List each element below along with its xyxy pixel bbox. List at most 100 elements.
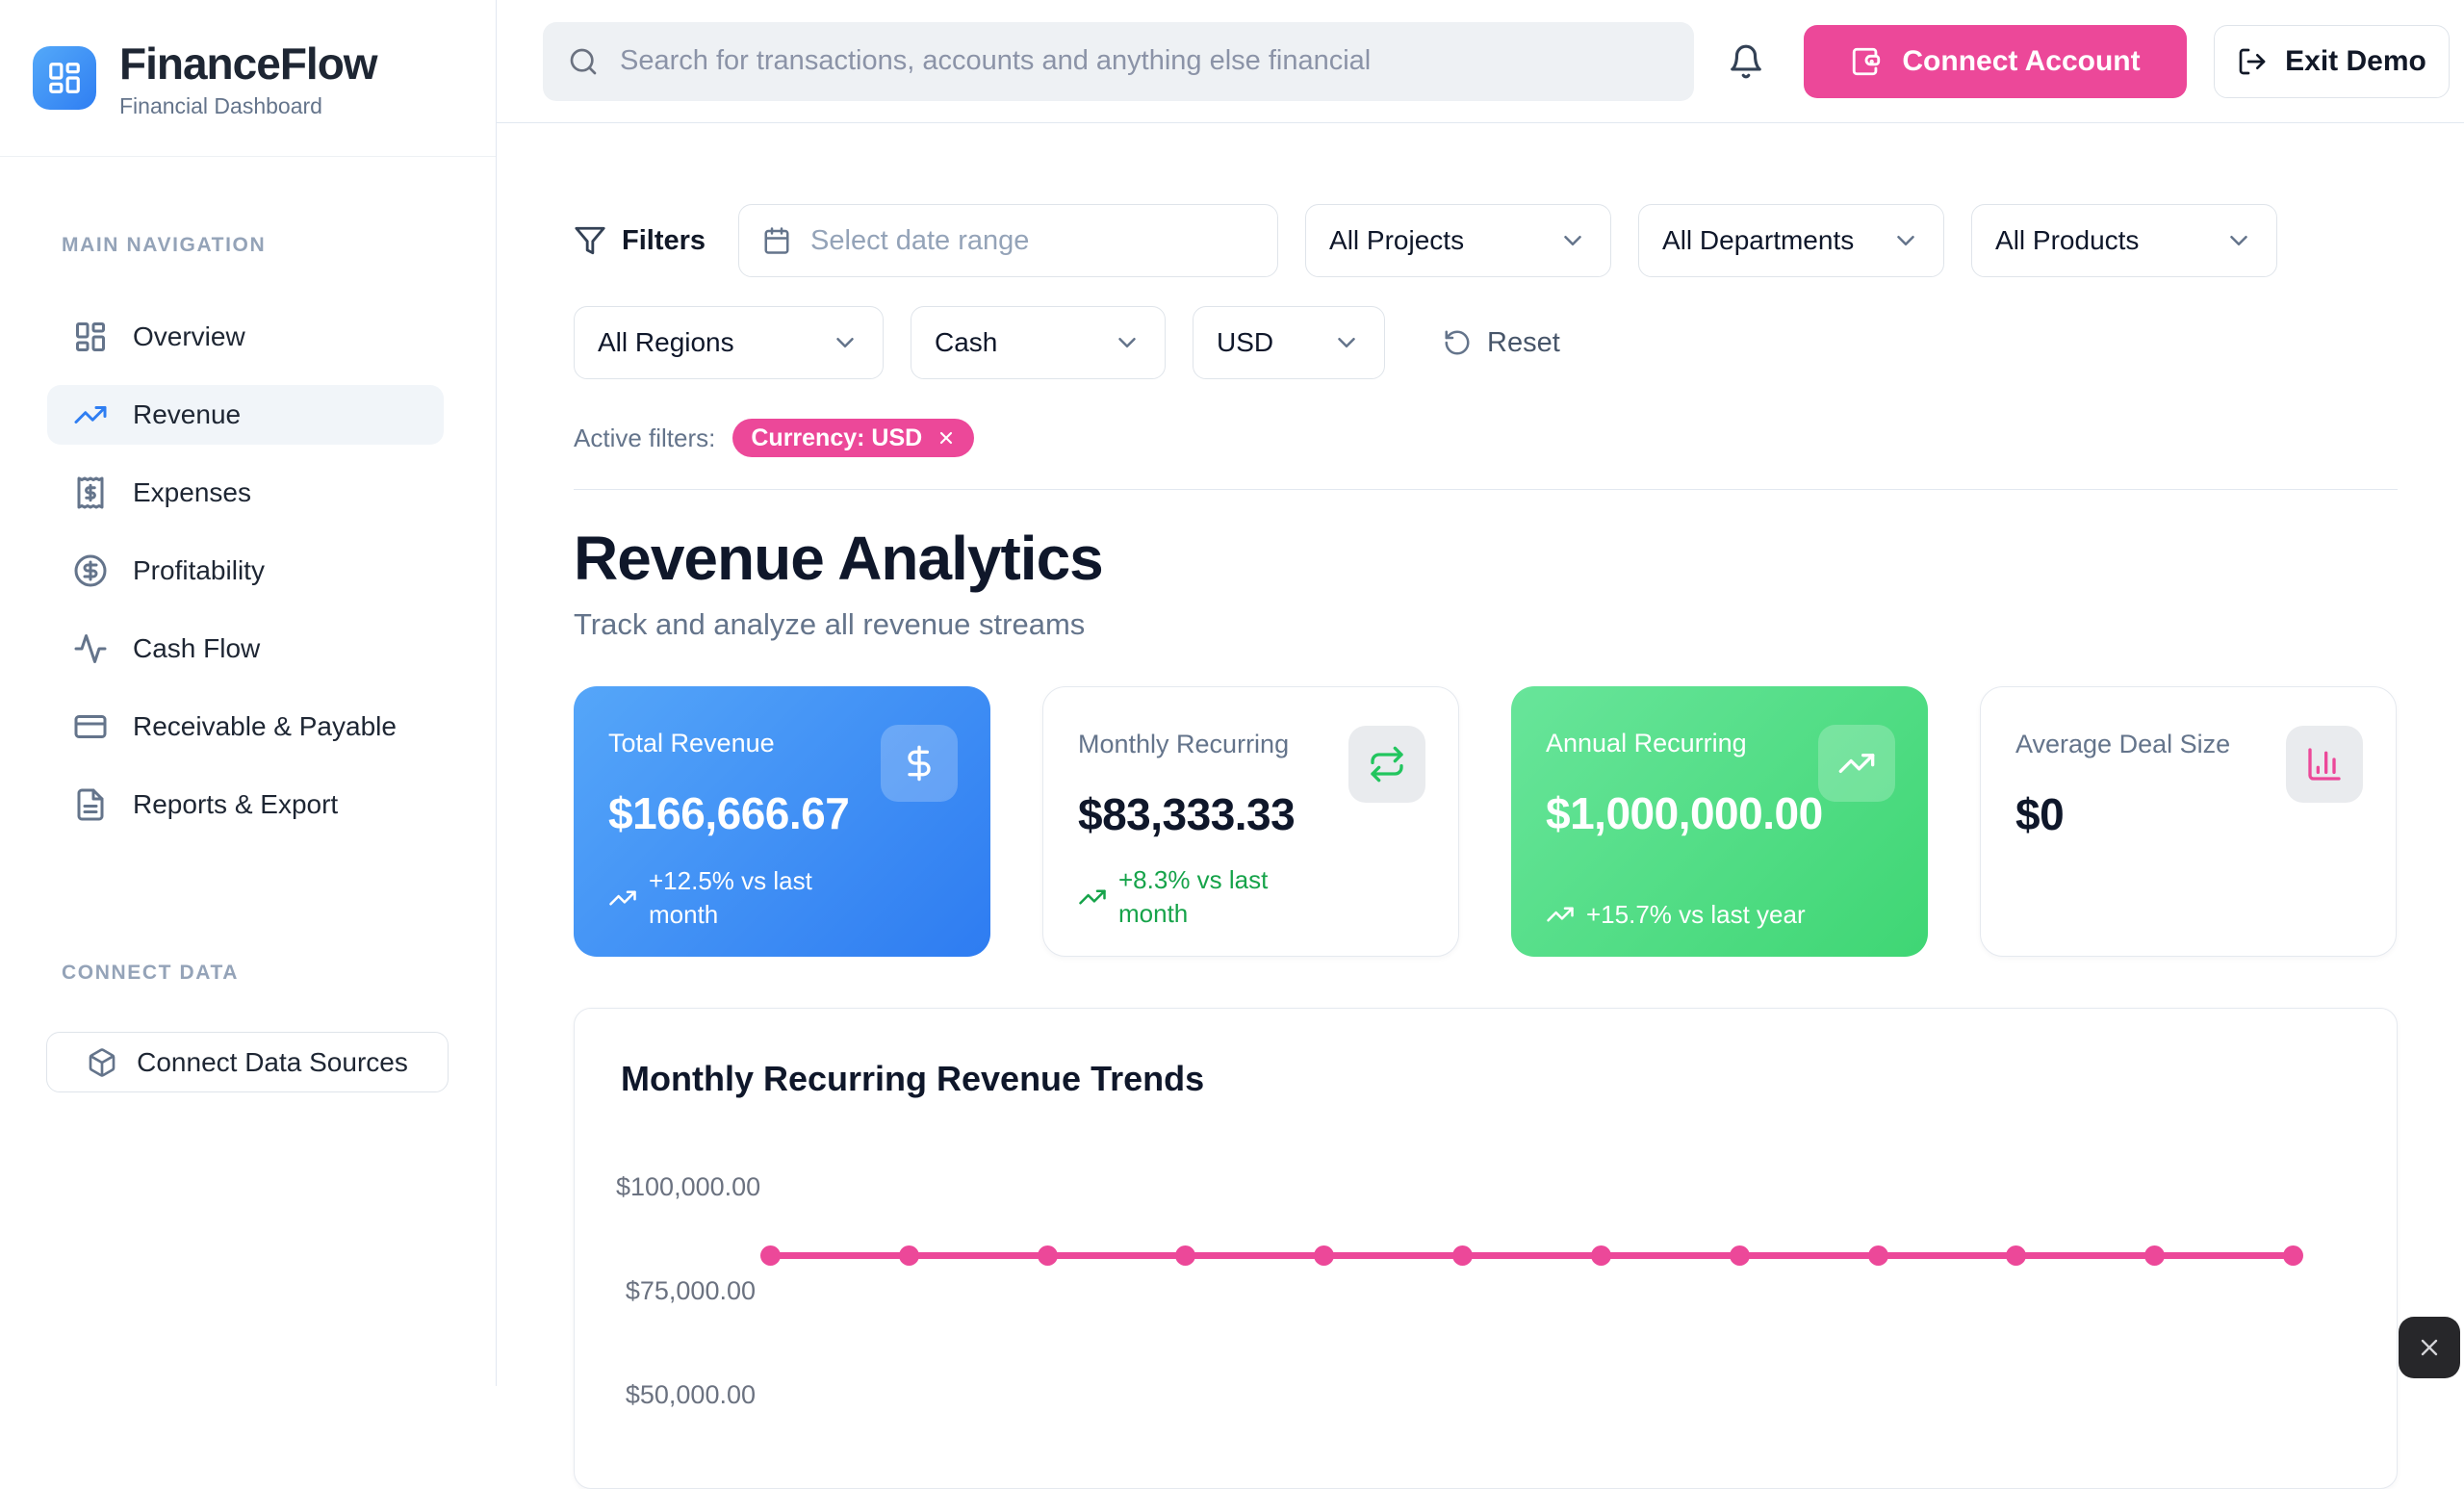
page-subtitle: Track and analyze all revenue streams xyxy=(574,607,1086,641)
remove-filter-icon[interactable] xyxy=(937,428,956,448)
sidebar-item-profitability[interactable]: Profitability xyxy=(47,541,444,601)
mrr-trends-chart-card: Monthly Recurring Revenue Trends $100,00… xyxy=(574,1008,2398,1489)
exit-demo-button[interactable]: Exit Demo xyxy=(2214,24,2450,98)
page-title: Revenue Analytics xyxy=(574,524,1104,593)
connect-data-section-label: CONNECT DATA xyxy=(62,962,240,984)
card-annual-recurring: Annual Recurring $1,000,000.00 +15.7% vs… xyxy=(1511,686,1928,957)
connect-account-label: Connect Account xyxy=(1902,44,2141,77)
departments-select[interactable]: All Departments xyxy=(1638,204,1945,277)
card-title: Average Deal Size xyxy=(2015,730,2231,758)
trending-up-icon xyxy=(74,406,107,424)
card-title: Monthly Recurring xyxy=(1078,730,1290,758)
card-icon-chip xyxy=(2286,726,2363,803)
payment-method-select[interactable]: Cash xyxy=(911,306,1166,379)
card-trend-text: +15.7% vs last year xyxy=(1586,899,1806,929)
card-title: Total Revenue xyxy=(608,729,775,757)
trending-up-icon xyxy=(1838,754,1875,773)
active-filters-row: Active filters: Currency: USD xyxy=(574,419,2464,457)
chevron-down-icon xyxy=(2230,236,2247,245)
date-range-input[interactable]: Select date range xyxy=(738,204,1279,277)
receipt-icon xyxy=(77,476,104,509)
sidebar-item-label: Profitability xyxy=(133,555,265,585)
chevron-down-icon xyxy=(836,338,854,347)
regions-select-value: All Regions xyxy=(598,327,734,357)
sidebar-item-label: Cash Flow xyxy=(133,633,261,663)
sidebar-item-expenses[interactable]: Expenses xyxy=(47,463,444,523)
chart-line-series xyxy=(771,1252,2293,1259)
chart-point xyxy=(2282,1245,2303,1266)
sidebar-item-label: Revenue xyxy=(133,399,242,429)
chart-point xyxy=(1314,1245,1335,1266)
active-filter-chip-currency[interactable]: Currency: USD xyxy=(732,419,975,457)
active-filters-label: Active filters: xyxy=(574,423,716,452)
kpi-cards: Total Revenue $166,666.67 +12.5% vs last… xyxy=(574,686,2398,957)
sidebar-item-revenue[interactable]: Revenue xyxy=(47,385,444,445)
connect-data-sources-button[interactable]: Connect Data Sources xyxy=(46,1032,449,1092)
departments-select-value: All Departments xyxy=(1662,225,1855,255)
connect-account-button[interactable]: Connect Account xyxy=(1804,24,2187,98)
chip-label: Currency: USD xyxy=(751,424,923,451)
chevron-down-icon xyxy=(1564,236,1581,245)
dollar-sign-icon xyxy=(908,745,931,782)
reset-filters-button[interactable]: Reset xyxy=(1443,327,1560,359)
sidebar-item-cash-flow[interactable]: Cash Flow xyxy=(47,619,444,679)
brand: FinanceFlow Financial Dashboard xyxy=(0,0,496,157)
trending-up-icon xyxy=(609,890,636,906)
trending-up-icon xyxy=(1547,907,1574,922)
search-bar xyxy=(543,21,1694,101)
dashboard-icon xyxy=(76,322,105,351)
log-out-icon xyxy=(2239,48,2266,74)
chevron-down-icon xyxy=(1118,338,1136,347)
file-text-icon xyxy=(77,788,104,821)
wallet-icon xyxy=(1853,47,1881,75)
chart-title: Monthly Recurring Revenue Trends xyxy=(621,1059,1205,1098)
chart-point xyxy=(1729,1245,1750,1266)
layout-dashboard-icon xyxy=(49,63,80,93)
chart-point xyxy=(1867,1245,1888,1266)
search-input[interactable] xyxy=(620,45,1669,77)
reset-label: Reset xyxy=(1487,326,1560,358)
date-range-placeholder: Select date range xyxy=(810,224,1030,256)
chart-point xyxy=(760,1245,781,1266)
sidebar-item-label: Overview xyxy=(133,321,245,351)
close-overlay-button[interactable] xyxy=(2399,1317,2460,1378)
rotate-ccw-icon xyxy=(1445,330,1470,355)
card-trend-text: +12.5% vs last month xyxy=(649,865,812,929)
card-average-deal-size: Average Deal Size $0 xyxy=(1980,686,2397,957)
card-value: $166,666.67 xyxy=(608,788,850,838)
sidebar-item-overview[interactable]: Overview xyxy=(47,307,444,367)
connect-data-sources-label: Connect Data Sources xyxy=(137,1046,408,1077)
notifications-button[interactable] xyxy=(1717,33,1775,90)
currency-select-value: USD xyxy=(1217,327,1274,357)
payment-method-select-value: Cash xyxy=(935,327,998,357)
card-value: $1,000,000.00 xyxy=(1546,788,1823,838)
y-axis-tick: $75,000.00 xyxy=(625,1276,756,1305)
bar-chart-icon xyxy=(2308,748,2341,781)
currency-select[interactable]: USD xyxy=(1193,306,1385,379)
products-select[interactable]: All Products xyxy=(1971,204,2278,277)
filter-icon xyxy=(575,226,605,255)
sidebar-item-label: Reports & Export xyxy=(133,789,339,819)
filters-row-1: Filters Select date range All Projects A… xyxy=(574,204,2464,277)
card-monthly-recurring: Monthly Recurring $83,333.33 +8.3% vs la… xyxy=(1042,686,1459,957)
circle-dollar-icon xyxy=(74,554,107,587)
section-divider xyxy=(574,489,2398,490)
sidebar-item-reports-export[interactable]: Reports & Export xyxy=(47,775,444,834)
card-trend: +12.5% vs last month xyxy=(608,864,870,932)
chart-line-points xyxy=(760,1245,2303,1267)
regions-select[interactable]: All Regions xyxy=(574,306,884,379)
close-icon xyxy=(2421,1339,2438,1356)
sidebar-item-receivable-payable[interactable]: Receivable & Payable xyxy=(47,697,444,757)
main-navigation: Overview Revenue Expenses Profitability … xyxy=(0,307,496,834)
exit-demo-label: Exit Demo xyxy=(2285,44,2426,77)
search-icon xyxy=(570,48,597,74)
projects-select[interactable]: All Projects xyxy=(1305,204,1612,277)
credit-card-icon xyxy=(74,715,107,738)
chart-point xyxy=(2006,1245,2027,1266)
chart-point xyxy=(1175,1245,1196,1266)
projects-select-value: All Projects xyxy=(1329,225,1465,255)
app-logo xyxy=(33,46,96,110)
chevron-down-icon xyxy=(1338,338,1355,347)
card-icon-chip xyxy=(881,725,958,802)
